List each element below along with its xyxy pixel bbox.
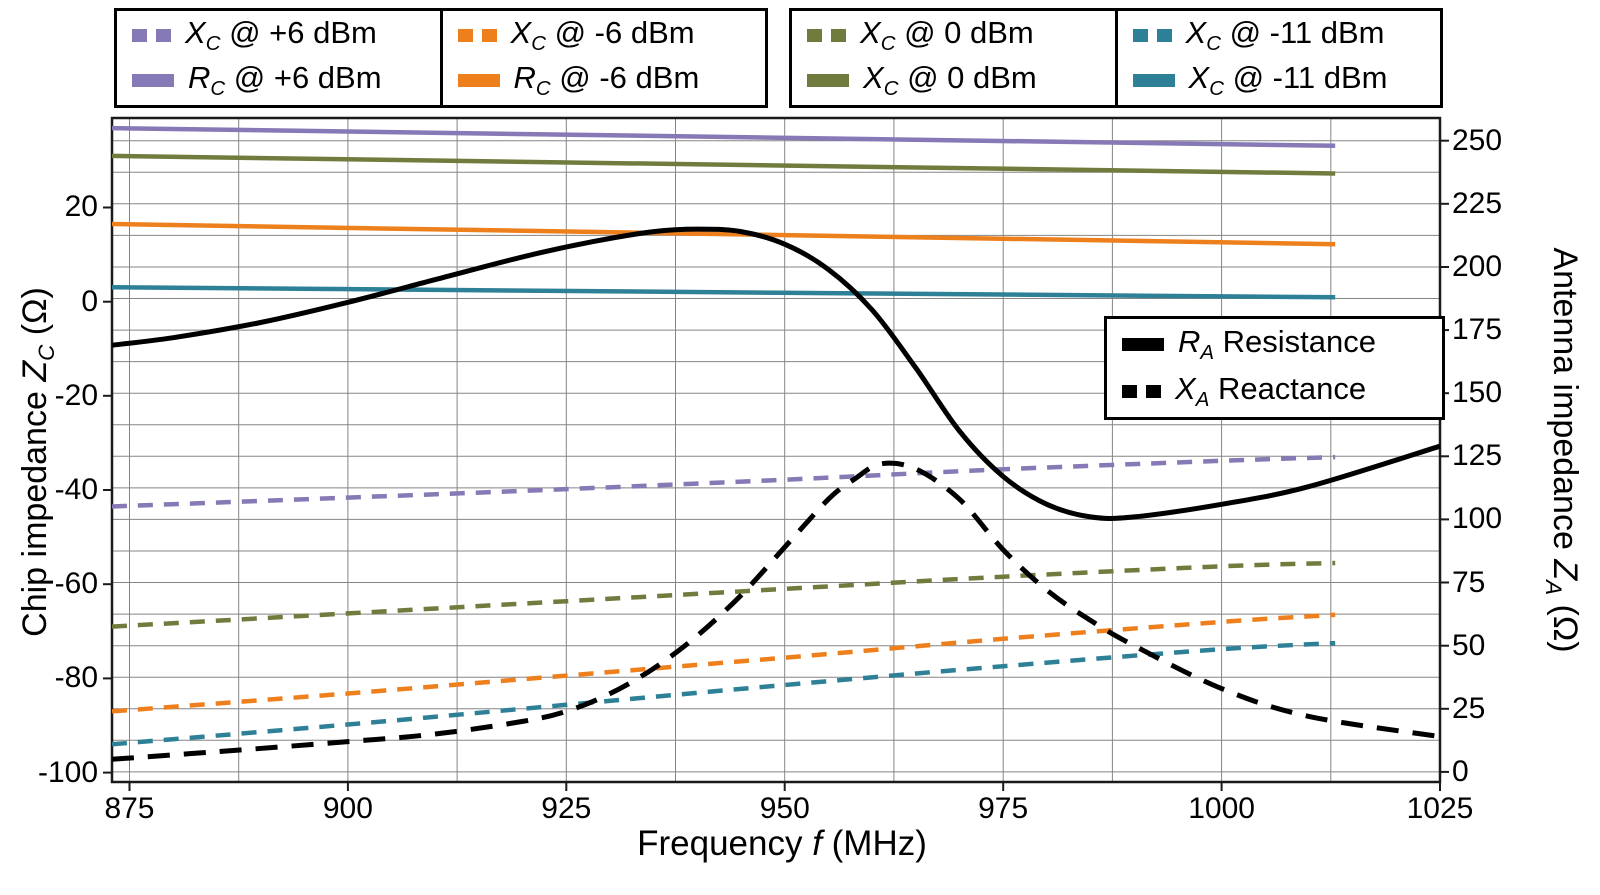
legend-column: RA Resistance XA Reactance (1107, 319, 1442, 417)
dashed-line-swatch-icon (1122, 384, 1161, 398)
x-tick-label: 875 (104, 792, 155, 825)
gridlines (112, 118, 1441, 782)
right-tick-label: 225 (1452, 186, 1503, 220)
legend-item-xc-p6: XC @ +6 dBm (132, 15, 440, 56)
legend-item-xa: XA Reactance (1122, 371, 1442, 412)
left-tick-label: -20 (54, 378, 98, 412)
series-xc-0 (111, 560, 1336, 629)
legend-item-label: XC @ +6 dBm (185, 14, 377, 56)
solid-line-swatch-icon (1132, 74, 1175, 88)
legend-item-xc-0: XC @ 0 dBm (807, 15, 1115, 56)
solid-line-swatch-icon (1122, 338, 1164, 352)
series-xc-p6 (111, 454, 1336, 509)
x-tick-label: 975 (978, 792, 1029, 825)
right-tick-label: 125 (1452, 439, 1503, 473)
left-tick-label: -40 (54, 473, 98, 507)
left-tick-label: 0 (81, 284, 98, 318)
plot-frame (110, 116, 1442, 784)
legend-item-label: XC @ -11 dBm (1188, 59, 1388, 101)
x-tick-label: 950 (759, 792, 810, 825)
right-tick-label: 75 (1452, 565, 1486, 599)
right-tick-label: 25 (1452, 691, 1486, 725)
right-tick-label: 100 (1452, 502, 1503, 536)
series-rc-m6 (111, 221, 1336, 247)
legend-item-label: XC @ 0 dBm (863, 59, 1037, 101)
right-axis-title: Antenna impedance ZA (Ω) (1541, 247, 1584, 653)
legend-chip-plus6-minus6: XC @ +6 dBm RC @ +6 dBm XC @ -6 dBm RC @ -6… (114, 8, 768, 108)
series-xc-m11 (111, 640, 1336, 747)
solid-line-swatch-icon (457, 74, 500, 88)
legend-item-label: RC @ +6 dBm (188, 59, 382, 101)
x-tick-label: 1025 (1406, 792, 1474, 825)
legend-item-rc-p6: RC @ +6 dBm (132, 60, 440, 101)
dashed-line-swatch-icon (457, 28, 497, 42)
series-rc-p6 (111, 125, 1336, 149)
legend-item-xc-m11: XC @ -11 dBm (1132, 14, 1441, 56)
legend-item-label: RA Resistance (1178, 324, 1376, 365)
series-ra (111, 226, 1441, 521)
legend-item-label: RC @ -6 dBm (513, 59, 700, 101)
legend-item-rc-m6: RC @ -6 dBm (457, 59, 766, 101)
dashed-line-swatch-icon (132, 28, 171, 42)
legend-item-rc-0: XC @ 0 dBm (807, 60, 1115, 101)
series-rc-0 (111, 153, 1336, 176)
solid-line-swatch-icon (807, 74, 849, 88)
series-rc-m11 (111, 284, 1336, 300)
x-tick-label: 1000 (1188, 792, 1255, 825)
legend-column: XC @ -11 dBm XC @ -11 dBm (1114, 11, 1441, 105)
series-xc-m6 (111, 612, 1336, 714)
right-tick-label: 150 (1452, 376, 1503, 410)
left-axis-title: Chip impedance ZC (Ω) (16, 287, 59, 637)
legend-chip-0-minus11: XC @ 0 dBm XC @ 0 dBm XC @ -11 dBm XC @ -11… (789, 8, 1443, 108)
left-tick-label: -100 (37, 755, 98, 789)
right-tick-label: 250 (1452, 123, 1503, 157)
x-tick-label: 900 (322, 792, 373, 825)
legend-column: XC @ 0 dBm XC @ 0 dBm (792, 11, 1115, 105)
axis-tick-marks (103, 139, 1449, 791)
legend-antenna-impedance: RA Resistance XA Reactance (1104, 316, 1445, 420)
left-tick-label: -60 (54, 567, 98, 601)
right-tick-label: 200 (1452, 249, 1503, 283)
legend-item-ra: RA Resistance (1122, 324, 1442, 365)
right-tick-label: 175 (1452, 313, 1503, 347)
right-tick-label: 0 (1452, 754, 1469, 788)
dashed-line-swatch-icon (1132, 28, 1172, 42)
solid-line-swatch-icon (132, 74, 174, 88)
legend-item-rc-m11: XC @ -11 dBm (1132, 59, 1441, 101)
legend-column: XC @ +6 dBm RC @ +6 dBm (117, 11, 440, 105)
left-tick-label: 20 (64, 190, 98, 224)
left-tick-label: -80 (54, 661, 98, 695)
series-xa (111, 460, 1441, 762)
x-tick-label: 925 (541, 792, 592, 825)
legend-item-label: XA Reactance (1175, 370, 1367, 411)
legend-item-label: XC @ -6 dBm (510, 14, 695, 56)
x-axis-title: Frequency f (MHz) (637, 824, 927, 863)
legend-item-xc-m6: XC @ -6 dBm (457, 14, 766, 56)
legend-item-label: XC @ -11 dBm (1185, 14, 1385, 56)
legend-column: XC @ -6 dBm RC @ -6 dBm (439, 11, 766, 105)
right-tick-label: 50 (1452, 628, 1486, 662)
dashed-line-swatch-icon (807, 28, 846, 42)
legend-item-label: XC @ 0 dBm (860, 14, 1034, 56)
